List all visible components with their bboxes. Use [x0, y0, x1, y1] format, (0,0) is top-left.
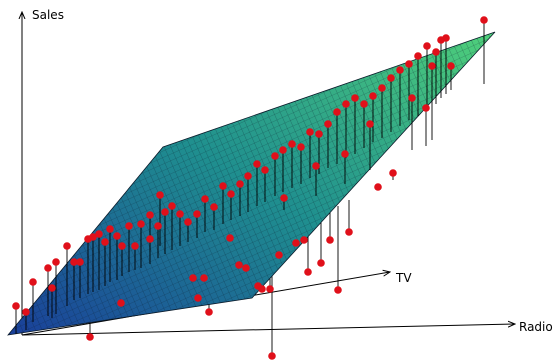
data-point: [76, 258, 84, 266]
data-point: [235, 261, 243, 269]
data-point: [29, 278, 37, 286]
data-point: [374, 183, 382, 191]
data-point: [226, 234, 234, 242]
data-point: [117, 299, 125, 307]
data-point: [315, 130, 323, 138]
data-point: [146, 211, 154, 219]
data-point: [95, 230, 103, 238]
data-point: [387, 74, 395, 82]
data-point: [52, 258, 60, 266]
data-point: [236, 180, 244, 188]
radio-axis-label: Radio: [519, 320, 553, 334]
data-point: [480, 16, 488, 24]
data-point: [422, 104, 430, 112]
data-point: [205, 308, 213, 316]
data-point: [405, 60, 413, 68]
data-point: [146, 235, 154, 243]
data-point: [306, 128, 314, 136]
data-point: [342, 100, 350, 108]
data-point: [253, 160, 261, 168]
data-point: [125, 222, 133, 230]
data-point: [366, 120, 374, 128]
data-point: [341, 150, 349, 158]
data-point: [326, 236, 334, 244]
data-point: [414, 52, 422, 60]
data-point: [408, 94, 416, 102]
data-point: [442, 34, 450, 42]
data-point: [193, 210, 201, 218]
data-point: [324, 120, 332, 128]
data-point: [428, 62, 436, 70]
data-point: [161, 208, 169, 216]
data-point: [304, 268, 312, 276]
regression-plane: [7, 31, 496, 336]
data-point: [423, 42, 431, 50]
data-point: [194, 294, 202, 302]
data-point: [333, 108, 341, 116]
data-point: [118, 242, 126, 250]
data-point: [292, 239, 300, 247]
data-point: [113, 232, 121, 240]
radio-axis-line: [21, 324, 515, 336]
data-point: [70, 258, 78, 266]
data-point: [244, 172, 252, 180]
data-point: [351, 94, 359, 102]
data-point: [271, 152, 279, 160]
data-point: [258, 285, 266, 293]
data-point: [86, 333, 94, 341]
data-point: [89, 233, 97, 241]
data-point: [184, 218, 192, 226]
data-point: [101, 238, 109, 246]
data-point: [389, 169, 397, 177]
data-point: [154, 222, 162, 230]
data-point: [44, 264, 52, 272]
data-point: [266, 285, 274, 293]
data-point: [288, 140, 296, 148]
data-point: [396, 66, 404, 74]
data-point: [345, 228, 353, 236]
data-point: [210, 203, 218, 211]
sales-axis-label: Sales: [32, 8, 64, 22]
data-point: [200, 274, 208, 282]
data-point: [312, 162, 320, 170]
data-point: [12, 302, 20, 310]
data-point: [279, 146, 287, 154]
data-point: [176, 210, 184, 218]
data-point: [63, 242, 71, 250]
data-point: [168, 202, 176, 210]
data-point: [280, 194, 288, 202]
data-point: [106, 225, 114, 233]
data-point: [131, 242, 139, 250]
data-point: [261, 166, 269, 174]
residual-stems-front: [15, 20, 485, 334]
data-point: [219, 182, 227, 190]
data-points: [12, 16, 488, 360]
data-point: [156, 191, 164, 199]
data-point: [297, 143, 305, 151]
data-point: [317, 259, 325, 267]
data-point: [334, 286, 342, 294]
tv-axis-label: TV: [395, 271, 412, 285]
data-point: [300, 236, 308, 244]
data-point: [275, 251, 283, 259]
data-point: [268, 352, 276, 360]
data-point: [432, 48, 440, 56]
data-point: [48, 284, 56, 292]
data-point: [447, 62, 455, 70]
data-point: [227, 190, 235, 198]
data-point: [189, 274, 197, 282]
data-point: [22, 308, 30, 316]
data-point: [369, 92, 377, 100]
data-point: [360, 100, 368, 108]
data-point: [137, 220, 145, 228]
data-point: [378, 84, 386, 92]
data-point: [242, 264, 250, 272]
data-point: [201, 195, 209, 203]
